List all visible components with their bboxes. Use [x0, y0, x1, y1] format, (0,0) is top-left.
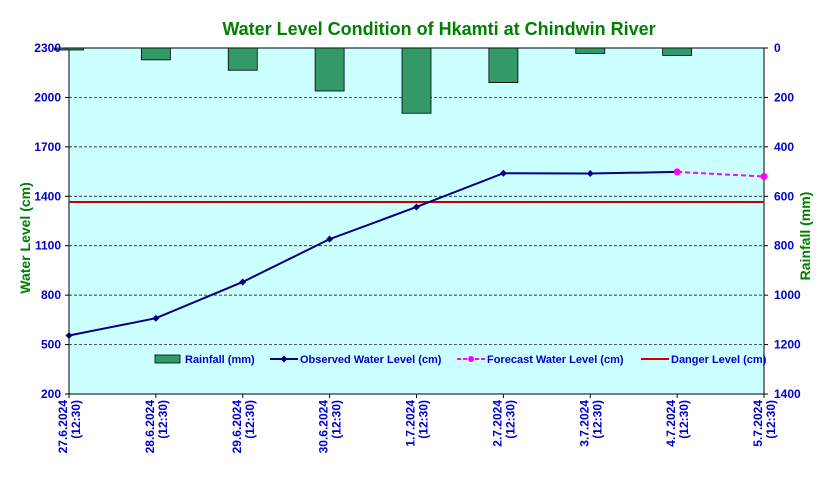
x-tick-date: 27.6.2024: [56, 400, 70, 454]
legend-rainfall-swatch: [154, 354, 181, 364]
right-axis-label: Rainfall (mm): [797, 192, 813, 281]
left-tick-label: 200: [41, 387, 61, 401]
observed-water-level-point: [326, 235, 334, 243]
rainfall-bar: [314, 47, 345, 92]
left-tick-label: 1400: [34, 189, 61, 203]
forecast-water-level-points: [673, 168, 768, 181]
rainfall-bar: [662, 47, 693, 56]
x-tick-time: (12:30): [764, 400, 778, 439]
x-tick-time: (12:30): [590, 400, 604, 439]
x-tick-date: 2.7.2024: [490, 400, 504, 447]
legend-forecast-label: Forecast Water Level (cm): [487, 354, 624, 366]
legend-observed-label: Observed Water Level (cm): [300, 354, 442, 366]
observed-water-level-point: [586, 170, 594, 178]
rainfall-bar: [140, 47, 171, 61]
right-tick-label: 600: [774, 189, 794, 203]
x-tick-time: (12:30): [330, 400, 344, 439]
legend-observed-marker: [280, 355, 288, 363]
right-tick-label: 200: [774, 90, 794, 104]
left-tick-label: 2300: [34, 41, 61, 55]
left-tick-label: 1700: [34, 140, 61, 154]
observed-water-level-point: [413, 203, 420, 211]
x-tick-label: 30.6.2024 (12:30): [317, 400, 344, 454]
x-tick-time: (12:30): [503, 400, 517, 439]
right-tick-label: 1200: [774, 338, 801, 352]
x-tick-time: (12:30): [243, 400, 257, 439]
x-tick-date: 4.7.2024: [664, 400, 678, 447]
x-tick-date: 5.7.2024: [751, 400, 765, 447]
x-tick-label: 2.7.2024 (12:30): [490, 400, 517, 447]
rainfall-bar: [401, 47, 432, 114]
forecast-water-level-point: [673, 168, 681, 176]
x-tick-label: 1.7.2024 (12:30): [404, 400, 431, 447]
x-tick-date: 1.7.2024: [404, 400, 418, 447]
x-tick-date: 3.7.2024: [577, 400, 591, 447]
legend: Rainfall (mm) Observed Water Level (cm) Fo…: [154, 354, 767, 366]
right-tick-label: 0: [774, 41, 781, 55]
rainfall-bar: [488, 47, 519, 83]
x-tick-date: 30.6.2024: [317, 400, 331, 454]
left-tick-label: 500: [41, 338, 61, 352]
legend-forecast-marker: [468, 356, 474, 362]
legend-rainfall-label: Rainfall (mm): [185, 354, 255, 366]
left-tick-label: 2000: [34, 90, 61, 104]
right-tick-label: 400: [774, 140, 794, 154]
x-tick-label: 3.7.2024 (12:30): [577, 400, 604, 447]
x-tick-date: 29.6.2024: [230, 400, 244, 454]
x-axis-ticks: 27.6.2024 (12:30) 28.6.2024 (12:30) 29.6.202…: [56, 394, 778, 453]
observed-water-level-point: [499, 169, 507, 177]
observed-water-level-line: [68, 170, 678, 337]
forecast-water-level-line: [677, 170, 765, 178]
left-axis-ticks: 2300 2000 1700 1400 1100 800 500 200: [34, 41, 69, 401]
rainfall-bars: [54, 47, 693, 114]
observed-water-level-point: [65, 332, 73, 340]
x-tick-time: (12:30): [156, 400, 170, 439]
x-tick-label: 28.6.2024 (12:30): [143, 400, 170, 454]
left-tick-label: 1100: [35, 239, 61, 253]
right-axis-ticks: 0 200 400 600 800 1000 1200 1400: [764, 41, 801, 401]
x-tick-time: (12:30): [417, 400, 431, 439]
rainfall-bar: [227, 47, 258, 71]
x-tick-time: (12:30): [677, 400, 691, 439]
x-tick-date: 28.6.2024: [143, 400, 157, 454]
left-axis-label: Water Level (cm): [17, 182, 33, 294]
right-tick-label: 800: [774, 239, 794, 253]
x-tick-label: 29.6.2024 (12:30): [230, 400, 257, 454]
right-tick-label: 1400: [774, 387, 801, 401]
forecast-water-level-point: [760, 173, 768, 181]
legend-danger-label: Danger Level (cm): [671, 354, 767, 366]
x-tick-label: 27.6.2024 (12:30): [56, 400, 83, 454]
chart-title: Water Level Condition of Hkamti at Chind…: [222, 19, 655, 39]
observed-water-level-point: [239, 278, 247, 286]
x-tick-time: (12:30): [69, 400, 83, 439]
x-tick-label: 4.7.2024 (12:30): [664, 400, 691, 447]
left-tick-label: 800: [41, 288, 61, 302]
x-tick-label: 5.7.2024 (12:30): [751, 400, 778, 447]
observed-water-level-point: [152, 314, 160, 322]
rainfall-bar: [575, 47, 606, 54]
right-tick-label: 1000: [774, 288, 801, 302]
